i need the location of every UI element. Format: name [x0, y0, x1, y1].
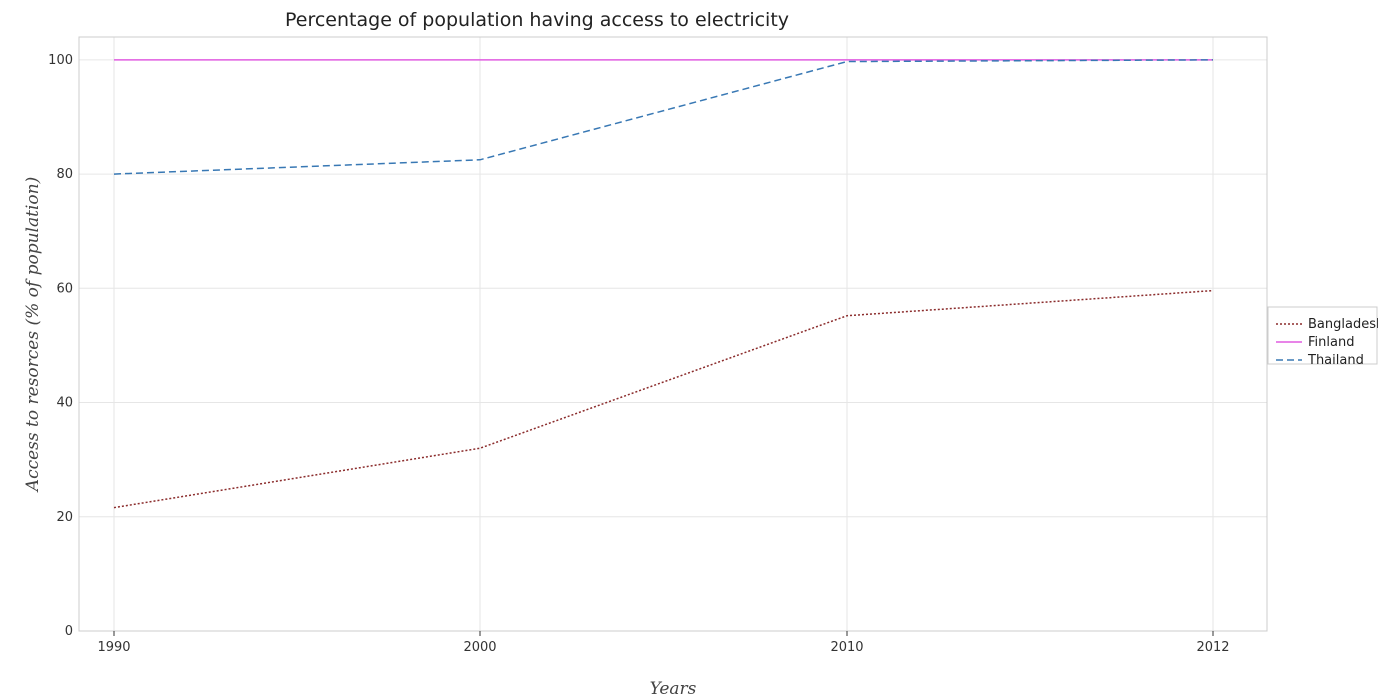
x-tick-label: 2000	[463, 640, 496, 655]
chart-title: Percentage of population having access t…	[285, 9, 789, 31]
y-tick-label: 20	[56, 510, 73, 525]
series-lines	[113, 59, 1214, 509]
y-tick-label: 80	[56, 167, 73, 182]
legend: Bangladesh Finland Thailand	[1267, 306, 1378, 368]
x-tick-label: 2012	[1196, 640, 1229, 655]
y-tick-label: 0	[65, 624, 73, 639]
grid	[79, 37, 1267, 632]
y-axis-title: Access to resorces (% of population)	[23, 177, 43, 493]
legend-label: Bangladesh	[1308, 317, 1378, 332]
plot-frame	[78, 36, 1268, 632]
legend-box	[1267, 306, 1378, 365]
y-tick-label: 100	[48, 53, 73, 68]
y-axis-ticks: 0 20 40 60 80 100	[48, 53, 73, 639]
x-axis-title: Years	[650, 679, 697, 699]
x-tick-label: 2010	[830, 640, 863, 655]
legend-label: Finland	[1308, 335, 1354, 350]
x-tick-label: 1990	[97, 640, 130, 655]
series-line-thailand	[113, 59, 1214, 175]
series-line-bangladesh	[113, 289, 1214, 509]
y-tick-label: 40	[56, 396, 73, 411]
legend-label: Thailand	[1307, 353, 1364, 368]
y-tick-label: 60	[56, 281, 73, 296]
x-axis-ticks: 1990 2000 2010 2012	[97, 631, 1230, 655]
